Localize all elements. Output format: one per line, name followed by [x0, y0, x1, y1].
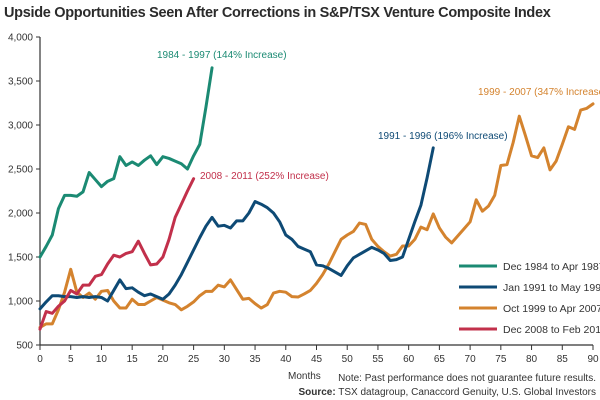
axes: 0 5 10 15 20 25 30 35 40 45 50 55 60 65 70 75 80 85 90 500 1… [8, 33, 599, 366]
source-label: Source: [298, 387, 336, 398]
y-tick-label: 3,000 [8, 121, 33, 132]
x-tick-label: 85 [557, 354, 569, 365]
x-tick-label: 80 [526, 354, 538, 365]
source-note: Source: TSX datagroup, Canaccord Genuity… [298, 387, 596, 398]
legend-label: Dec 1984 to Apr 1987 [503, 261, 600, 273]
series-line [38, 146, 435, 311]
x-tick-label: 5 [68, 354, 74, 365]
x-tick-label: 70 [465, 354, 477, 365]
series-annotation: 1984 - 1997 (144% Increase) [157, 50, 287, 61]
legend-label: Dec 2008 to Feb 2011 [503, 324, 600, 336]
x-tick-label: 50 [342, 354, 354, 365]
x-tick-label: 35 [249, 354, 261, 365]
x-tick-label: 10 [96, 354, 108, 365]
series-line [38, 177, 196, 331]
x-tick-label: 15 [127, 354, 139, 365]
x-tick-label: 25 [188, 354, 200, 365]
y-tick-label: 2,500 [8, 165, 33, 176]
y-tick-label: 1,000 [8, 297, 33, 308]
series-annotation: 1999 - 2007 (347% Increase) [478, 87, 600, 98]
y-tick-label: 4,000 [8, 33, 33, 44]
y-tick-label: 3,500 [8, 77, 33, 88]
legend-label: Jan 1991 to May 1996 [503, 282, 600, 294]
disclaimer-note: Note: Past performance does not guarante… [338, 373, 596, 384]
series-annotation: 2008 - 2011 (252% Increase) [200, 171, 329, 182]
x-axis-label: Months [288, 371, 321, 382]
x-tick-label: 45 [311, 354, 323, 365]
y-tick-label: 1,500 [8, 253, 33, 264]
x-tick-label: 20 [157, 354, 169, 365]
x-tick-label: 75 [495, 354, 507, 365]
series-annotations: 1984 - 1997 (144% Increase) 1991 - 1996 (… [157, 50, 600, 182]
y-tick-label: 500 [16, 341, 33, 352]
legend-label: Oct 1999 to Apr 2007 [503, 303, 600, 315]
x-tick-label: 65 [434, 354, 446, 365]
chart-title: Upside Opportunities Seen After Correcti… [4, 5, 551, 21]
series-lines [38, 66, 595, 331]
x-tick-label: 60 [403, 354, 415, 365]
series-annotation: 1991 - 1996 (196% Increase) [378, 131, 508, 142]
source-text: TSX datagroup, Canaccord Genuity, U.S. G… [335, 387, 596, 398]
x-tick-label: 90 [587, 354, 599, 365]
series-line [38, 66, 214, 259]
x-tick-label: 55 [372, 354, 384, 365]
legend: Dec 1984 to Apr 1987 Jan 1991 to May 1996… [459, 261, 600, 336]
x-tick-label: 0 [37, 354, 43, 365]
series-line [38, 102, 595, 329]
x-tick-label: 40 [280, 354, 292, 365]
y-tick-label: 2,000 [8, 209, 33, 220]
x-tick-label: 30 [219, 354, 231, 365]
